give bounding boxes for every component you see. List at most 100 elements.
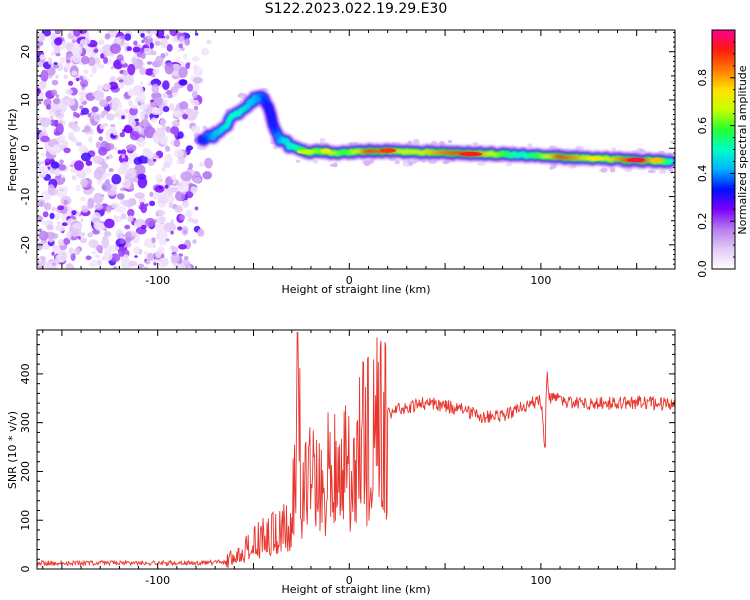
noise-speckle [149, 191, 154, 197]
noise-speckle [206, 39, 212, 45]
noise-speckle [191, 56, 200, 62]
noise-speckle [132, 46, 141, 53]
noise-speckle [53, 49, 59, 53]
noise-speckle [155, 212, 160, 217]
faint-speckle [505, 162, 512, 167]
noise-speckle [56, 62, 64, 72]
noise-speckle [127, 215, 134, 223]
noise-speckle [96, 259, 102, 266]
noise-speckle [73, 30, 81, 37]
noise-speckle [44, 162, 50, 166]
noise-speckle [56, 102, 67, 114]
noise-speckle [99, 99, 109, 108]
noise-speckle [67, 209, 72, 217]
noise-speckle [51, 262, 56, 266]
noise-speckle [133, 246, 140, 255]
chart-title: S122.2023.022.19.29.E30 [264, 1, 448, 17]
noise-speckle [165, 126, 171, 133]
noise-speckle [43, 202, 52, 211]
noise-speckle [158, 202, 166, 208]
noise-speckle [151, 73, 156, 78]
noise-speckle [117, 245, 126, 257]
y-tick-label: -10 [19, 188, 32, 206]
noise-speckle [183, 53, 188, 60]
noise-speckle [165, 34, 170, 40]
noise-speckle [72, 111, 78, 117]
noise-speckle [150, 99, 154, 103]
noise-speckle [119, 35, 125, 40]
noise-speckle [105, 95, 112, 102]
noise-speckle [113, 266, 118, 269]
noise-speckle [141, 39, 145, 44]
noise-speckle [110, 124, 116, 128]
noise-speckle [121, 153, 126, 159]
noise-speckle [165, 176, 174, 186]
noise-speckle [127, 63, 136, 76]
noise-speckle [57, 205, 65, 211]
ridge-hotspot [379, 148, 397, 153]
noise-speckle [170, 174, 176, 180]
noise-speckle [120, 213, 127, 220]
snr-x-axis-label: Height of straight line (km) [281, 583, 430, 596]
noise-speckle [164, 62, 174, 75]
noise-speckle [69, 131, 74, 138]
faint-speckle [658, 170, 667, 174]
noise-speckle [197, 228, 205, 237]
noise-speckle [190, 82, 200, 93]
noise-speckle [123, 75, 134, 86]
noise-speckle [183, 255, 189, 261]
faint-speckle [363, 160, 371, 167]
noise-speckle [143, 151, 147, 156]
noise-speckle [132, 153, 137, 158]
noise-speckle [147, 35, 152, 39]
noise-speckle [87, 232, 94, 238]
noise-speckle [81, 205, 89, 213]
noise-speckle [170, 253, 180, 264]
noise-speckle [137, 173, 147, 180]
noise-speckle [173, 149, 184, 158]
y-tick-label: 0 [19, 566, 32, 573]
noise-speckle [163, 222, 176, 233]
noise-speckle [201, 47, 210, 56]
noise-speckle [109, 77, 115, 81]
noise-speckle [42, 30, 52, 37]
colorbar-label: Normalized spectral amplitude [736, 65, 749, 234]
faint-speckle [412, 138, 420, 145]
noise-speckle [52, 244, 58, 250]
noise-speckle [134, 118, 139, 122]
noise-speckle [50, 119, 56, 127]
x-tick-label: 0 [346, 574, 353, 587]
noise-speckle [140, 52, 146, 60]
noise-speckle [149, 42, 154, 49]
noise-speckle [179, 79, 187, 85]
noise-speckle [97, 63, 105, 70]
noise-speckle [37, 199, 46, 207]
noise-speckle [172, 186, 179, 193]
noise-speckle [60, 174, 65, 178]
noise-speckle [190, 186, 199, 194]
noise-speckle [139, 67, 147, 75]
noise-speckle [182, 199, 189, 208]
noise-speckle [38, 228, 43, 232]
noise-speckle [122, 128, 126, 133]
noise-speckle [61, 222, 68, 227]
heatmap-x-axis-label: Height of straight line (km) [281, 283, 430, 296]
noise-speckle [39, 54, 46, 61]
noise-speckle [121, 115, 125, 120]
noise-speckle [168, 201, 174, 209]
y-tick-label: 10 [19, 93, 32, 107]
ridge-segment [268, 112, 275, 127]
noise-speckle [65, 59, 71, 64]
noise-speckle [98, 39, 105, 45]
noise-speckle [68, 247, 74, 255]
noise-speckle [109, 43, 121, 54]
noise-speckle [120, 149, 127, 155]
noise-speckle [144, 68, 156, 76]
colorbar-tick-label: 0.8 [696, 69, 709, 87]
noise-speckle [116, 193, 125, 200]
noise-speckle [112, 129, 118, 136]
noise-speckle [91, 66, 97, 74]
noise-speckle [145, 259, 151, 265]
noise-speckle [185, 191, 194, 199]
noise-speckle [150, 50, 157, 56]
